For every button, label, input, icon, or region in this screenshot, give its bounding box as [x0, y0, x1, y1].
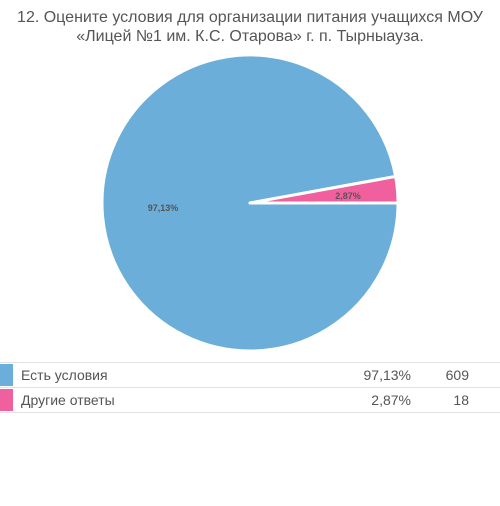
chart-title-line-1: 12. Оцените условия для организации пита…: [17, 9, 483, 26]
pie-slice-other: [248, 174, 400, 205]
legend-percent-yes: 97,13%: [363, 367, 411, 383]
chart-title: 12. Оцените условия для организации пита…: [0, 8, 500, 46]
chart-title-line-2: «Лицей №1 им. К.С. Отарова» г. п. Тырныа…: [76, 28, 424, 45]
pie-label-yes: 97,13%: [148, 203, 179, 213]
legend-count-yes: 609: [445, 367, 469, 383]
pie-label-other: 2,87%: [335, 191, 361, 201]
legend-swatch-other: [0, 389, 13, 411]
legend-label-yes: Есть условия: [21, 367, 108, 383]
legend-label-other: Другие ответы: [21, 392, 115, 408]
pie-slices: [100, 53, 400, 353]
legend: Есть условия 97,13% 609 Другие ответы 2,…: [0, 362, 500, 413]
legend-percent-other: 2,87%: [371, 392, 411, 408]
pie-slice-labels: 97,13% 2,87%: [148, 191, 361, 213]
legend-swatch-yes: [0, 364, 13, 386]
legend-row-other: Другие ответы 2,87% 18: [0, 387, 500, 413]
legend-row-yes: Есть условия 97,13% 609: [0, 362, 500, 387]
legend-count-other: 18: [453, 392, 469, 408]
pie-chart: 97,13% 2,87%: [100, 53, 400, 353]
